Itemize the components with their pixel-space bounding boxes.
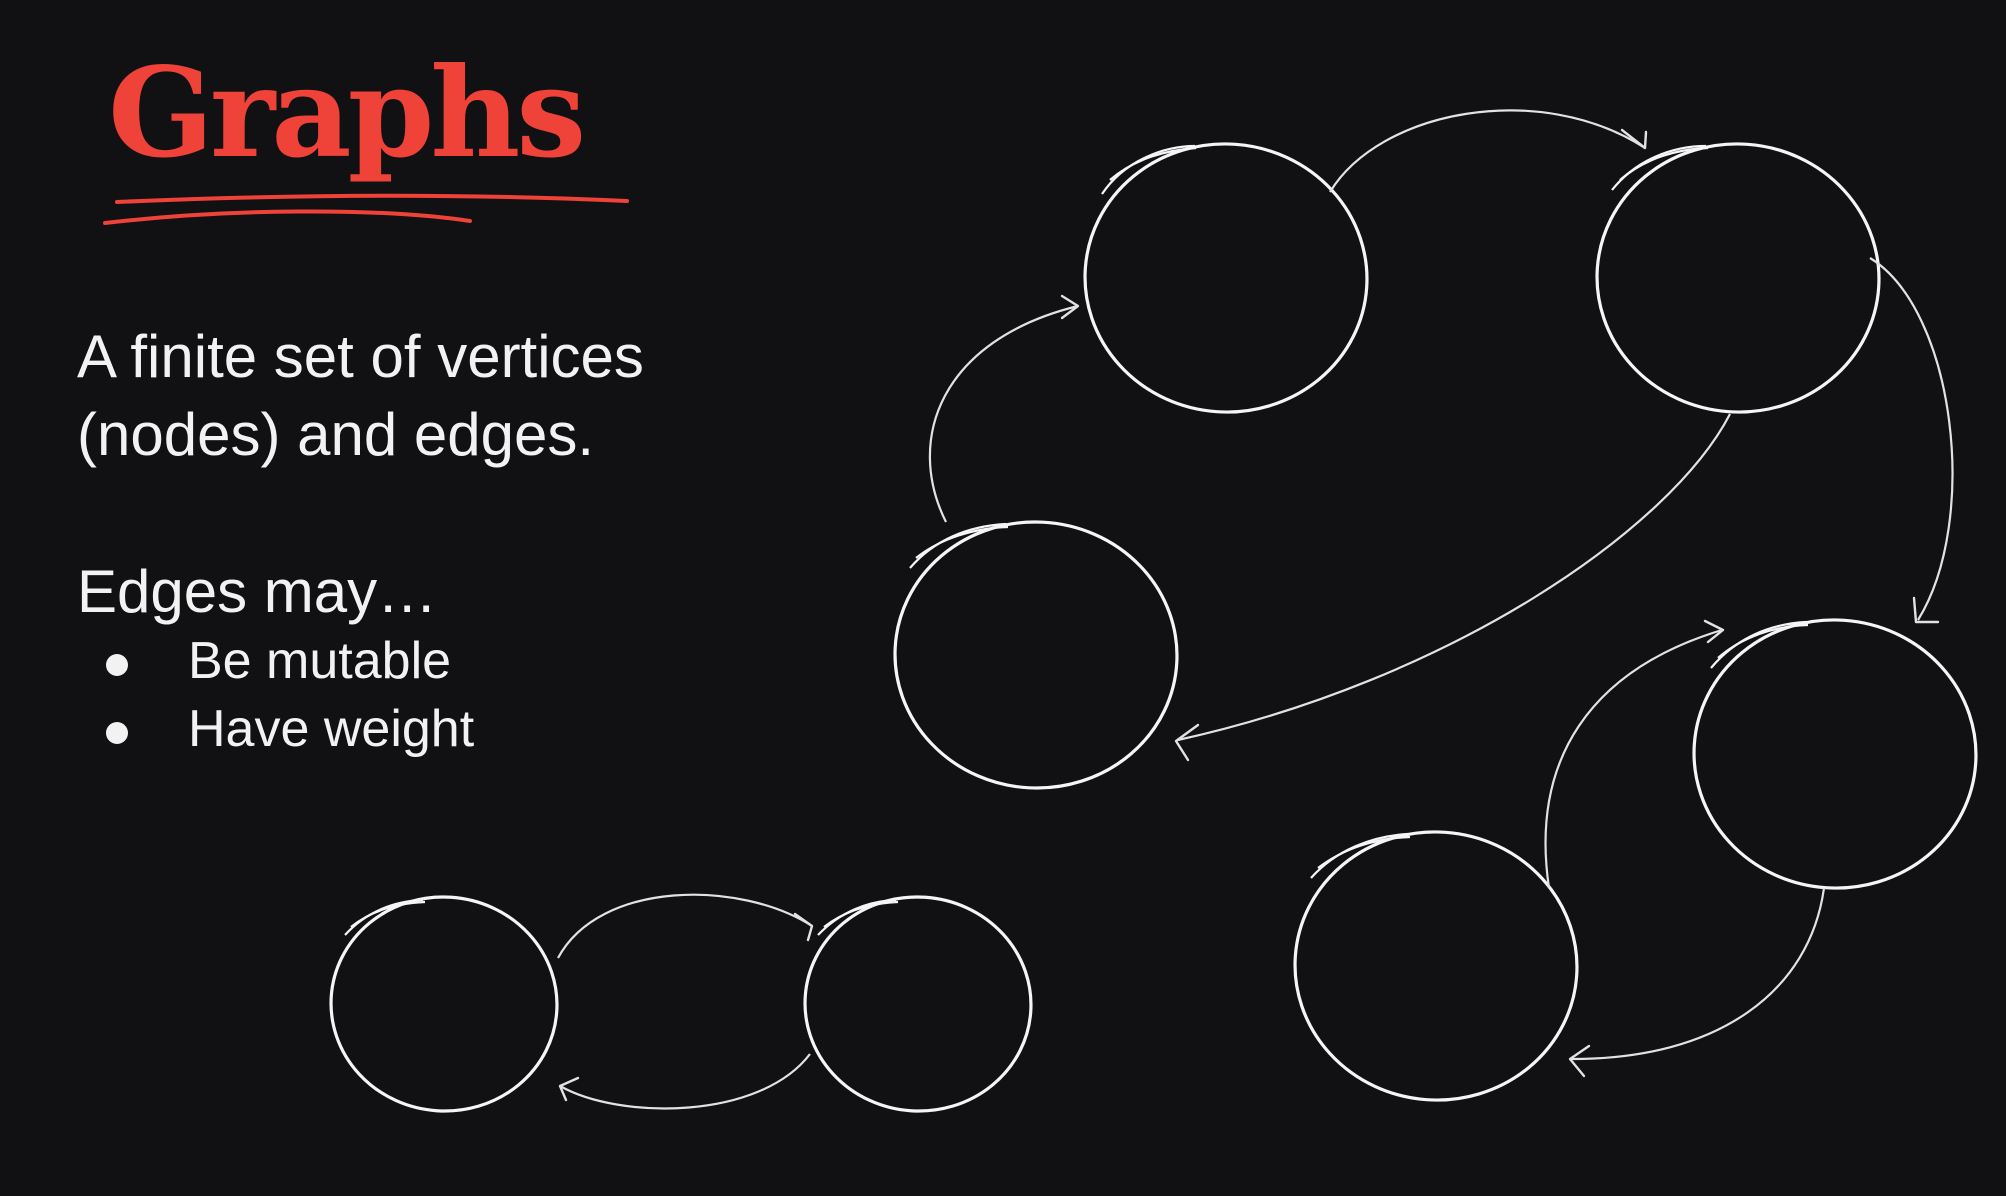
bottom-left-graph xyxy=(329,893,1033,1113)
graph-node xyxy=(1595,142,1881,414)
graph-edge xyxy=(928,294,1080,523)
bullet-dot xyxy=(106,654,128,676)
graph-node xyxy=(893,520,1179,790)
large-directed-graph xyxy=(893,109,1978,890)
title-underline xyxy=(103,193,629,225)
graph-node xyxy=(1083,142,1369,414)
graph-edge xyxy=(1174,413,1731,762)
bullet-list: Be mutable Have weight xyxy=(100,627,474,763)
bullet-label: Have weight xyxy=(188,700,475,758)
bullet-dot xyxy=(106,722,128,744)
graph-node xyxy=(1692,618,1978,890)
graph-edge xyxy=(1329,109,1648,193)
graph-node xyxy=(803,895,1033,1113)
graph-node xyxy=(1293,830,1579,1102)
slide-description: A finite set of vertices (nodes) and edg… xyxy=(77,323,644,468)
edges-heading: Edges may… xyxy=(77,558,438,625)
bullet-item: Have weight xyxy=(100,695,474,763)
graph-edge xyxy=(557,893,814,959)
slide-title: Graphs xyxy=(108,41,586,186)
graph-node xyxy=(329,895,559,1113)
graph-edge xyxy=(1568,887,1826,1078)
graph-edge xyxy=(1544,619,1725,889)
graph-edge xyxy=(558,1053,811,1110)
bullet-label: Be mutable xyxy=(188,632,452,690)
bullet-item: Be mutable xyxy=(100,627,474,695)
bottom-right-graph xyxy=(1293,619,1826,1102)
graph-edge xyxy=(1869,257,1954,624)
